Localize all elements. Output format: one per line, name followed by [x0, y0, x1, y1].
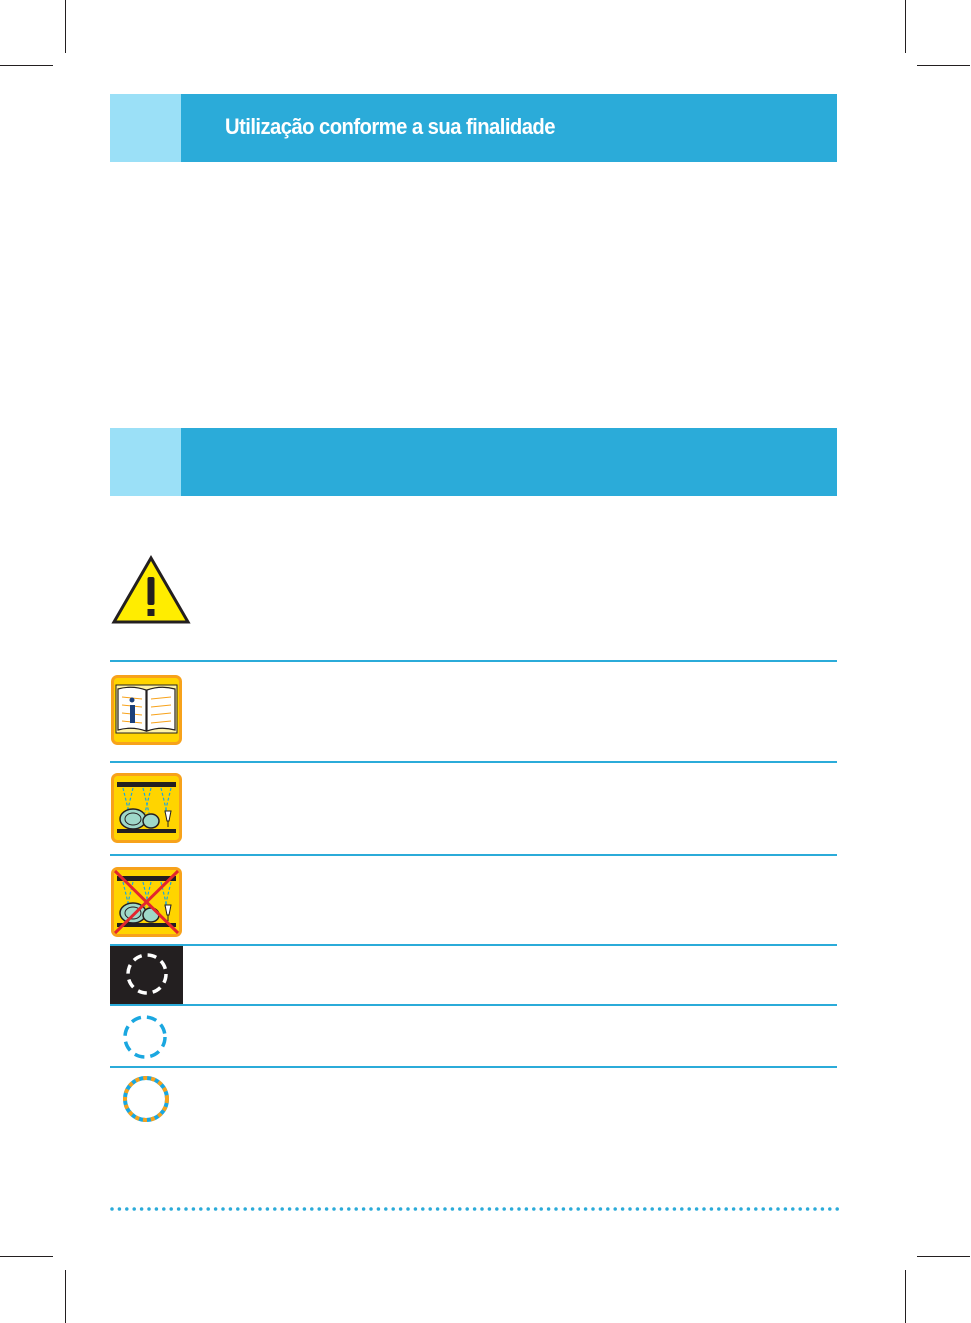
dotted-orange-blue-circle-icon [121, 1075, 171, 1125]
footer-dotted-line [110, 1200, 840, 1211]
divider [110, 761, 837, 763]
dashed-circle-on-dark-icon [110, 946, 183, 1004]
crop-mark [65, 0, 66, 53]
dishwasher-rack-icon [111, 773, 182, 843]
section-header-intended-use: Utilização conforme a sua finalidade [110, 94, 837, 162]
section-header-2 [110, 428, 837, 496]
divider [110, 660, 837, 662]
crop-mark [0, 1256, 53, 1257]
warning-triangle-icon [111, 555, 191, 625]
crop-mark [0, 65, 53, 66]
dishwasher-rack-not-allowed-icon [111, 867, 182, 937]
divider [110, 1004, 837, 1006]
crop-mark [917, 65, 970, 66]
divider [110, 854, 837, 856]
crop-mark [905, 1270, 906, 1323]
crop-mark [917, 1256, 970, 1257]
crop-mark [905, 0, 906, 53]
divider [110, 1066, 837, 1068]
crop-mark [65, 1270, 66, 1323]
section-header-tab [110, 428, 181, 496]
section-header-tab [110, 94, 181, 162]
dashed-blue-circle-icon [120, 1013, 170, 1061]
section-title: Utilização conforme a sua finalidade [225, 114, 555, 139]
manual-book-info-icon [111, 675, 182, 745]
divider [110, 944, 837, 946]
